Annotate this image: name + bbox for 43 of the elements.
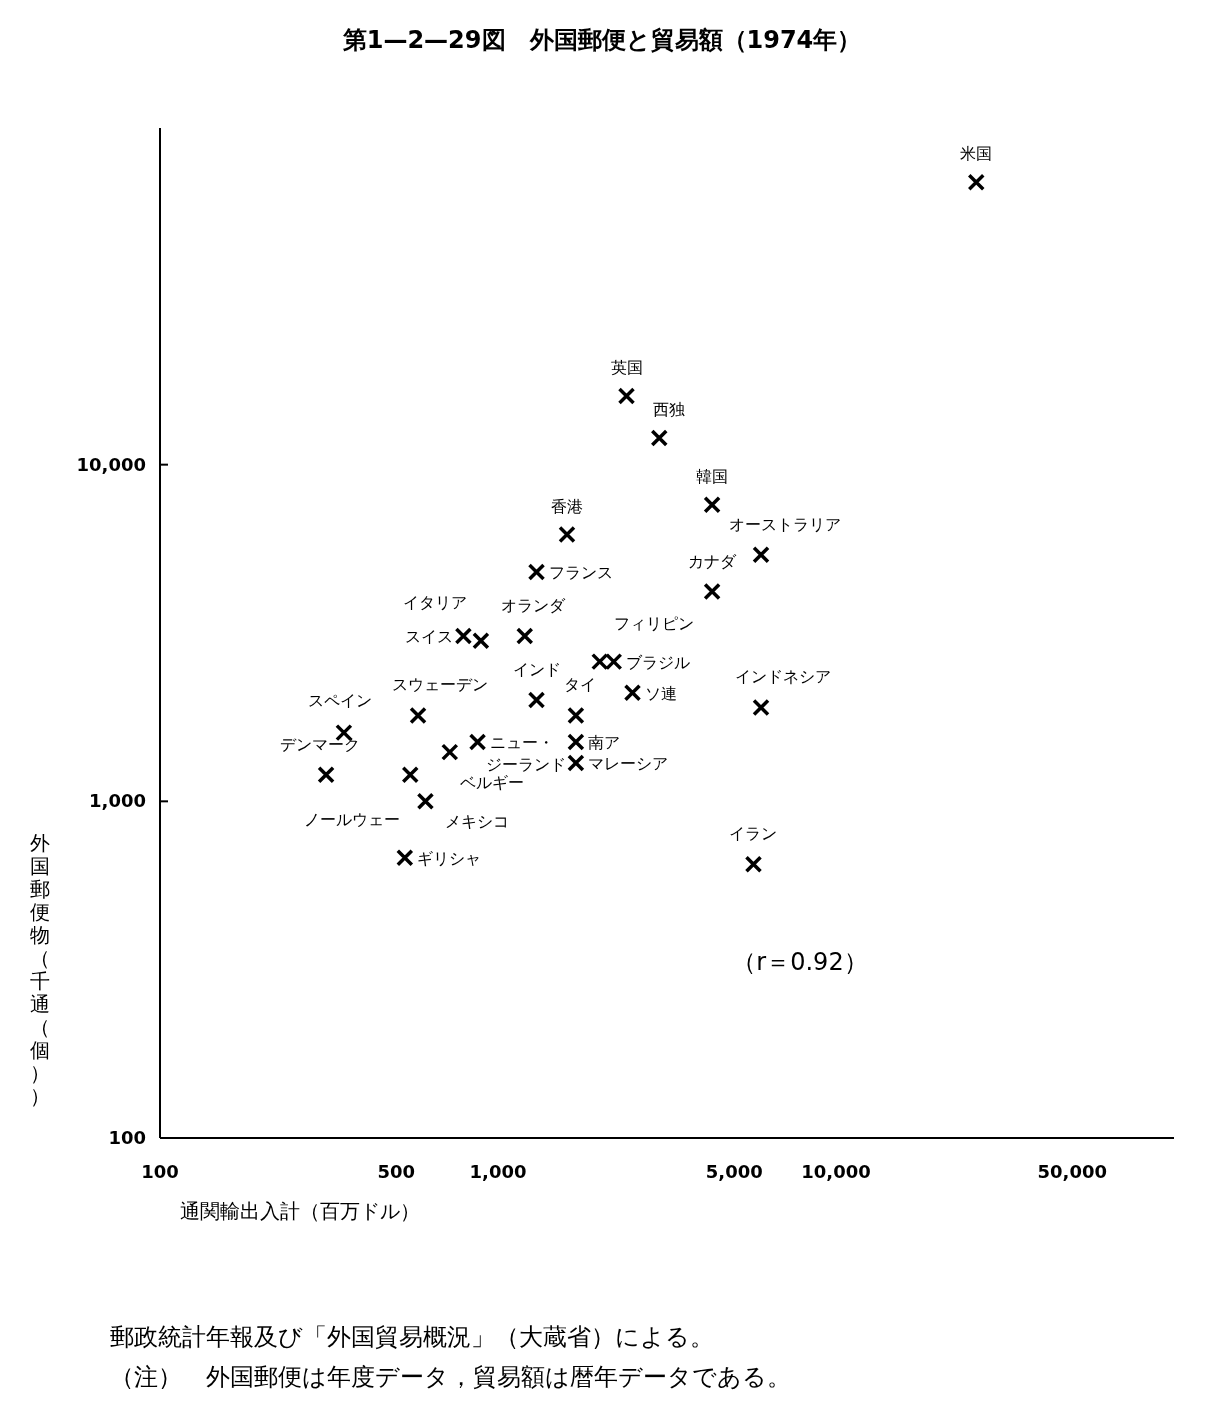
annotation: 香港 xyxy=(550,496,583,516)
annotation: インド xyxy=(512,659,561,679)
annotation: スウェーデン xyxy=(392,675,489,695)
annotation: イタリア xyxy=(402,592,467,612)
text: 郵政統計年報及び「外国貿易概況」（大蔵省）による。 xyxy=(110,1323,714,1351)
annotation: スイス xyxy=(405,626,454,646)
annotation: インドネシア xyxy=(735,667,832,687)
annotation: フィリピン xyxy=(613,613,694,633)
annotation: 西独 xyxy=(653,400,686,420)
x-tick-label: 100 xyxy=(141,1161,179,1182)
annotation: ニュー・ジーランド xyxy=(485,733,566,775)
x-tick-label: 5,000 xyxy=(705,1161,763,1182)
annotation: ベルギー xyxy=(459,773,524,793)
x-tick-label: 500 xyxy=(377,1161,416,1182)
annotation: デンマーク xyxy=(280,734,361,754)
annotation: メキシコ xyxy=(445,812,510,832)
y-tick-label: 1,000 xyxy=(89,790,146,812)
annotation: ソ連 xyxy=(644,683,677,703)
annotation: 南ア xyxy=(587,733,620,753)
text: （注） 外国郵便は年度データ，貿易額は暦年データである。 xyxy=(110,1363,791,1391)
annotation: （r＝0.92） xyxy=(732,948,868,976)
y-tick-label: 100 xyxy=(108,1127,146,1148)
text: 外国郵便物（千通（個）） xyxy=(30,831,50,1108)
annotation: タイ xyxy=(563,675,596,695)
x-tick-label: 10,000 xyxy=(801,1161,871,1182)
annotation: マレーシア xyxy=(587,753,668,773)
annotation: ギリシャ xyxy=(416,848,481,868)
annotation: イラン xyxy=(729,824,778,844)
annotation: フランス xyxy=(548,562,613,582)
annotation: オランダ xyxy=(500,595,566,615)
annotation: スペイン xyxy=(307,690,372,710)
annotation: ノールウェー xyxy=(304,809,401,829)
title: 第1—2—29図 外国郵便と貿易額（1974年） xyxy=(342,26,862,54)
annotation: 韓国 xyxy=(696,466,729,486)
annotation: オーストラリア xyxy=(729,514,842,534)
x-axis-title: 通関輸出入計（百万ドル） xyxy=(180,1199,420,1223)
annotation: ブラジル xyxy=(625,652,690,672)
y-tick-label: 10,000 xyxy=(76,453,146,475)
annotation: 米国 xyxy=(960,144,993,164)
x-tick-label: 50,000 xyxy=(1037,1161,1107,1182)
annotation: カナダ xyxy=(688,551,738,571)
x-tick-label: 1,000 xyxy=(469,1161,527,1182)
annotation: 英国 xyxy=(610,357,643,377)
